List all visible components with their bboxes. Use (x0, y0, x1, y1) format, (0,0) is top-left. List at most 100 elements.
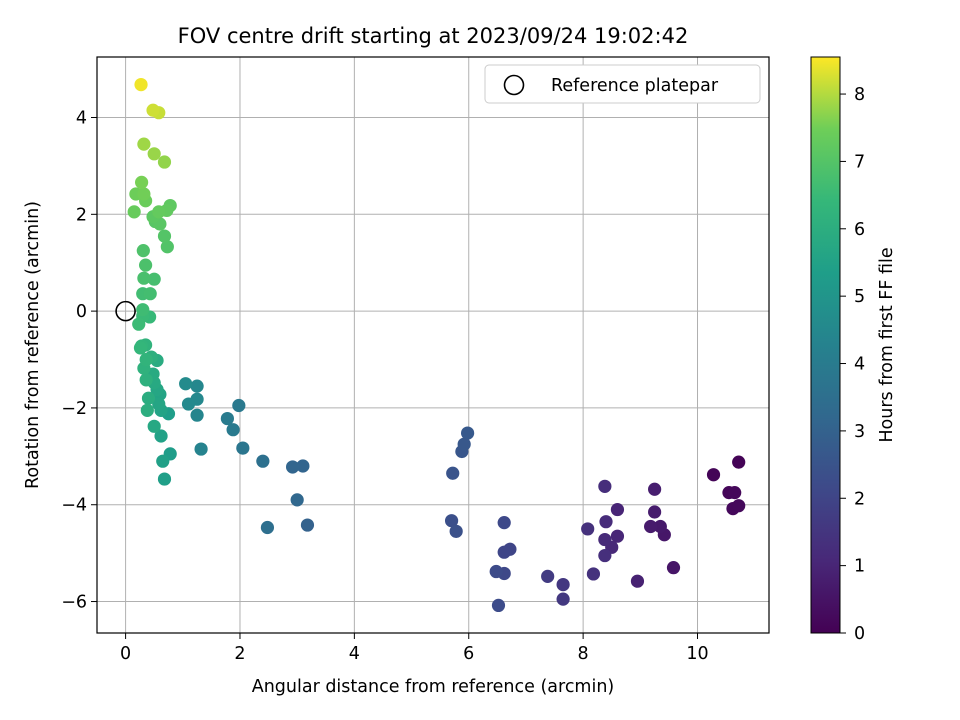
data-point (556, 577, 570, 592)
data-point (139, 258, 153, 272)
legend-reference-marker (503, 74, 525, 96)
legend: Reference platepar (484, 64, 761, 104)
y-tick-label: 0 (76, 302, 87, 322)
data-point (644, 519, 658, 534)
data-point (666, 561, 681, 575)
y-tick-label: −2 (61, 399, 87, 419)
data-point (630, 574, 645, 588)
data-point (133, 341, 148, 355)
data-point (132, 317, 146, 331)
x-axis-label: Angular distance from reference (arcmin) (252, 677, 615, 697)
data-point (598, 479, 612, 493)
plot-area-frame (96, 56, 770, 634)
x-tick-label: 10 (686, 644, 708, 664)
data-point (137, 271, 151, 285)
chart-title: FOV centre drift starting at 2023/09/24 … (178, 24, 689, 48)
data-point (457, 437, 471, 451)
data-point (136, 244, 150, 258)
data-point (147, 419, 161, 433)
data-point (236, 441, 250, 455)
x-tick-label: 2 (234, 644, 245, 664)
data-point (256, 454, 270, 468)
data-point (296, 459, 310, 473)
data-point (598, 532, 612, 547)
y-tick-label: −4 (61, 496, 87, 516)
data-point (194, 442, 208, 456)
y-tick-label: 4 (76, 109, 87, 129)
colorbar-tick-label: 4 (854, 355, 865, 375)
colorbar-tick-label: 1 (854, 557, 865, 577)
data-point (449, 524, 463, 538)
data-point (728, 486, 742, 500)
data-point (157, 155, 172, 169)
data-point (285, 460, 300, 474)
data-point (586, 567, 601, 581)
colorbar-tick-label: 0 (854, 624, 865, 644)
data-point (497, 516, 511, 530)
data-point (181, 397, 196, 411)
data-point (648, 505, 662, 519)
data-point (157, 472, 172, 486)
data-point (226, 423, 240, 437)
data-point (147, 272, 161, 286)
data-point (134, 77, 148, 92)
data-point (127, 205, 141, 219)
legend-box (484, 64, 761, 104)
colorbar-label: Hours from first FF file (877, 247, 897, 442)
data-point (732, 455, 746, 469)
data-point (179, 377, 193, 391)
y-tick-label: 2 (76, 205, 87, 225)
x-tick-label: 0 (120, 644, 131, 664)
data-point (137, 187, 151, 201)
data-point (220, 411, 234, 426)
y-axis-ticks: −6 −4 −2 0 2 4 (61, 109, 97, 613)
data-points (115, 77, 746, 613)
data-point (139, 373, 153, 387)
data-point (156, 454, 170, 468)
data-point (444, 514, 459, 528)
colorbar-tick-label: 3 (854, 422, 865, 442)
data-point (290, 493, 304, 507)
data-point (146, 103, 160, 117)
colorbar-tick-label: 7 (854, 152, 865, 172)
data-point (141, 391, 156, 405)
data-point (232, 398, 246, 413)
x-tick-label: 8 (578, 644, 589, 664)
colorbar (810, 56, 841, 634)
data-point (541, 569, 555, 583)
x-tick-label: 4 (349, 644, 360, 664)
colorbar-tick-label: 2 (854, 489, 865, 509)
data-point (648, 482, 662, 496)
colorbar-ticks: 0 1 2 3 4 5 6 7 8 (840, 85, 865, 644)
data-point (556, 592, 570, 606)
data-point (147, 147, 161, 161)
data-point (610, 529, 625, 543)
data-point (598, 548, 612, 563)
x-tick-label: 6 (463, 644, 474, 664)
data-point (140, 403, 154, 417)
data-point (653, 519, 667, 534)
data-point (599, 515, 613, 529)
data-point (461, 426, 475, 440)
data-point (446, 466, 460, 480)
reference-platepar-marker (115, 300, 136, 322)
data-point (139, 352, 153, 367)
data-point (581, 522, 595, 536)
data-point (135, 175, 149, 189)
data-point (160, 240, 174, 254)
data-point (152, 205, 166, 219)
colorbar-tick-label: 8 (854, 85, 865, 105)
data-point (190, 408, 204, 422)
x-axis-ticks: 0 2 4 6 8 10 (120, 633, 709, 664)
data-point (190, 379, 204, 393)
data-point (732, 499, 746, 513)
data-point (706, 468, 721, 482)
y-tick-label: −6 (61, 593, 87, 613)
y-axis-label: Rotation from reference (arcmin) (23, 201, 43, 489)
data-point (491, 598, 506, 613)
legend-label: Reference platepar (551, 76, 719, 96)
data-point (136, 303, 150, 317)
data-point (489, 564, 503, 579)
data-point (154, 429, 168, 443)
